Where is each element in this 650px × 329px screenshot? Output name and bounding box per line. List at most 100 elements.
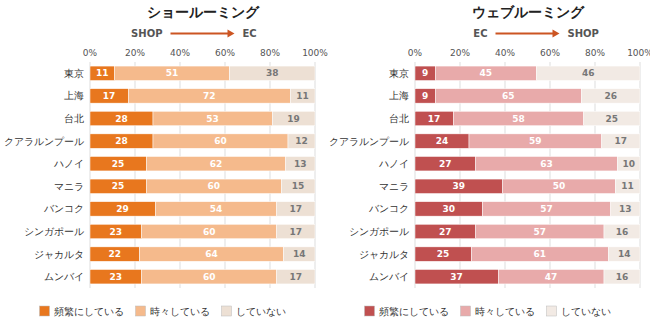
- tick-label: 80%: [585, 48, 605, 58]
- category-label: マニラ: [54, 181, 84, 192]
- data-label: 60: [207, 181, 220, 191]
- bar-segment: [288, 134, 315, 148]
- bar-segment: [415, 202, 483, 216]
- data-label: 17: [428, 114, 441, 124]
- data-label: 60: [203, 272, 216, 282]
- bar-segment: [453, 111, 584, 125]
- bar-segment: [153, 134, 288, 148]
- bar-segment: [146, 156, 286, 170]
- data-label: 27: [439, 159, 452, 169]
- annotation: SHOP: [568, 28, 599, 39]
- data-label: 25: [112, 159, 125, 169]
- data-label: 37: [450, 272, 463, 282]
- category-label: マニラ: [379, 181, 409, 192]
- tick-label: 100%: [627, 48, 650, 58]
- bar-segment: [435, 89, 581, 103]
- category-label: 東京: [64, 68, 84, 79]
- category-label: クアラルンプール: [4, 136, 84, 147]
- data-label: 14: [618, 249, 631, 259]
- data-label: 57: [540, 204, 553, 214]
- tick-label: 20%: [125, 48, 145, 58]
- legend-item: 頻繁にしている: [40, 306, 124, 317]
- bar-segment: [90, 134, 153, 148]
- data-label: 28: [115, 136, 128, 146]
- data-label: 28: [115, 114, 128, 124]
- legend-label: していない: [236, 306, 286, 317]
- legend-label: 頻繁にしている: [379, 306, 449, 317]
- bar-segment: [90, 202, 155, 216]
- legend-item: していない: [547, 306, 611, 317]
- data-label: 10: [622, 159, 635, 169]
- bar-segment: [90, 224, 142, 238]
- data-label: 13: [294, 159, 307, 169]
- data-label: 30: [442, 204, 455, 214]
- bar-segment: [584, 111, 640, 125]
- annotation-group: SHOPEC: [131, 28, 257, 39]
- category-label: クアラルンプール: [329, 136, 409, 147]
- legend-swatch: [547, 306, 557, 316]
- tick-label: 40%: [495, 48, 515, 58]
- bar-segment: [90, 247, 140, 261]
- bar-segment: [128, 89, 290, 103]
- bar-segment: [415, 269, 498, 283]
- bar-segment: [277, 202, 315, 216]
- data-label: 72: [203, 91, 216, 101]
- bar-segment: [153, 111, 272, 125]
- legend-label: 頻繁にしている: [54, 306, 124, 317]
- data-label: 16: [616, 227, 629, 237]
- data-label: 54: [210, 204, 223, 214]
- tick-label: 40%: [170, 48, 190, 58]
- category-label: ハノイ: [378, 158, 409, 169]
- bar-segment: [476, 156, 618, 170]
- bar-segment: [435, 66, 536, 80]
- legend: 頻繁にしている 時々している していない: [365, 306, 611, 317]
- data-label: 17: [290, 227, 303, 237]
- bar-segment: [90, 269, 142, 283]
- data-label: 23: [110, 227, 123, 237]
- legend-swatch: [136, 306, 146, 316]
- bar-segment: [115, 66, 230, 80]
- legend-label: 時々している: [475, 306, 535, 317]
- category-labels: 東京上海台北クアラルンプールハノイマニラバンコクシンガポールジャカルタムンバイ: [4, 68, 84, 282]
- annotation-arrow: [171, 33, 229, 35]
- data-label: 9: [422, 68, 428, 78]
- legend-label: 時々している: [150, 306, 210, 317]
- bar-segment: [90, 156, 146, 170]
- data-label: 61: [534, 249, 547, 259]
- data-label: 63: [540, 159, 553, 169]
- bar-segment: [604, 269, 640, 283]
- annotation: EC: [243, 28, 257, 39]
- data-label: 60: [214, 136, 227, 146]
- tick-label: 20%: [450, 48, 470, 58]
- data-label: 14: [293, 249, 306, 259]
- data-label: 11: [296, 91, 309, 101]
- data-labels: 9454696526175825245917276310395011305713…: [422, 68, 635, 281]
- grid: 0%20%40%60%80%100%: [83, 48, 328, 288]
- chart-title: ウェブルーミング: [472, 4, 585, 20]
- category-label: シンガポール: [24, 226, 84, 237]
- bar-segment: [277, 224, 315, 238]
- bar-segment: [90, 66, 115, 80]
- data-label: 50: [553, 181, 566, 191]
- bar-segment: [284, 247, 316, 261]
- legend-swatch: [461, 306, 471, 316]
- data-label: 11: [96, 68, 109, 78]
- category-label: 台北: [64, 113, 84, 124]
- category-label: バンコク: [43, 203, 84, 214]
- legend-item: 時々している: [136, 306, 210, 317]
- category-label: 上海: [389, 90, 409, 101]
- data-label: 46: [582, 68, 595, 78]
- bar-segment: [140, 247, 284, 261]
- bar-segment: [469, 134, 602, 148]
- data-label: 65: [502, 91, 515, 101]
- chart-panel: ウェブルーミングECSHOP0%20%40%60%80%100%94546965…: [329, 4, 650, 317]
- data-label: 26: [604, 91, 617, 101]
- data-label: 58: [512, 114, 525, 124]
- bar-segment: [415, 247, 471, 261]
- legend-item: していない: [222, 306, 286, 317]
- bar-segment: [483, 202, 611, 216]
- bar-segment: [503, 179, 616, 193]
- data-label: 19: [287, 114, 300, 124]
- annotation-arrowhead: [553, 30, 560, 38]
- bar-segment: [272, 111, 315, 125]
